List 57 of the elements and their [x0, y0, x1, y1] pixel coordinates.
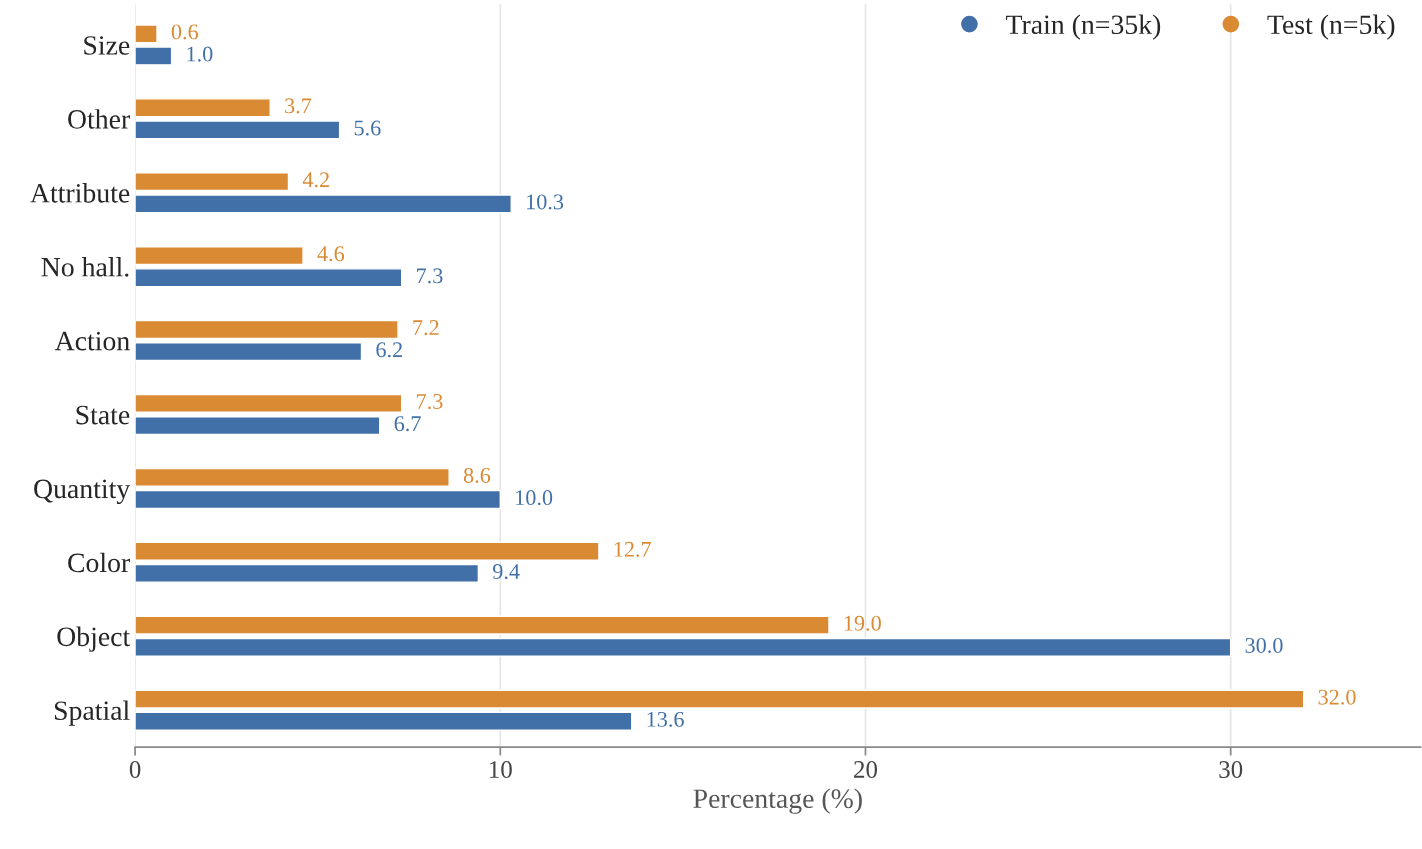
data-label: 7.2	[413, 320, 439, 336]
y-tick-label: Object	[57, 626, 131, 652]
data-label: 4.2	[302, 172, 329, 188]
data-label: 5.6	[354, 120, 381, 136]
data-label: 0.6	[171, 24, 199, 40]
bar	[135, 319, 399, 340]
bar	[135, 489, 501, 510]
bar	[135, 563, 480, 583]
data-label: 8.6	[463, 467, 491, 483]
bar	[135, 416, 381, 436]
bar	[135, 342, 363, 362]
y-tick-label: Attribute	[30, 183, 130, 203]
bar	[135, 393, 403, 413]
data-label: 10.3	[527, 194, 564, 210]
data-label: 13.6	[647, 711, 684, 727]
bar	[135, 467, 450, 487]
data-label: 6.2	[376, 342, 402, 358]
legend-label: Train (n=35k)	[1006, 14, 1161, 40]
bar	[135, 46, 173, 66]
bar	[135, 711, 633, 731]
data-label: 30.0	[1245, 637, 1283, 653]
data-label: 32.0	[1318, 689, 1356, 705]
y-tick-label: Quantity	[34, 479, 131, 504]
bar	[135, 637, 1232, 657]
bar	[135, 24, 158, 44]
bar	[135, 120, 341, 140]
bar	[135, 194, 512, 214]
y-tick-label: State	[76, 405, 130, 425]
bar	[135, 246, 304, 266]
data-label: 4.6	[317, 246, 345, 262]
x-tick-label: 10	[489, 761, 512, 778]
data-label: 1.0	[187, 46, 213, 62]
bar	[135, 541, 600, 561]
data-label: 10.0	[516, 490, 553, 506]
bar	[135, 689, 1305, 709]
data-label: 12.7	[614, 541, 652, 557]
y-tick-label: Spatial	[54, 700, 130, 726]
data-label: 3.7	[285, 98, 312, 114]
data-label: 7.3	[417, 268, 443, 284]
data-label: 6.7	[394, 416, 421, 432]
bar	[135, 268, 403, 288]
y-tick-label: No hall.	[41, 257, 129, 277]
x-tick-label: 0	[129, 761, 141, 778]
bar	[135, 615, 830, 635]
y-tick-label: Other	[68, 109, 130, 129]
x-tick-label: 20	[854, 761, 878, 778]
bar	[135, 98, 271, 118]
bar	[135, 172, 290, 192]
y-tick-label: Action	[54, 331, 130, 351]
y-tick-label: Color	[68, 552, 130, 573]
x-tick-label: 30	[1219, 761, 1243, 778]
data-label: 9.4	[492, 564, 520, 580]
data-label: 7.3	[417, 394, 443, 410]
data-label: 19.0	[844, 615, 881, 631]
x-axis-title: Percentage (%)	[693, 788, 862, 814]
legend-label: Test (n=5k)	[1267, 14, 1395, 40]
y-tick-label: Size	[84, 36, 130, 55]
